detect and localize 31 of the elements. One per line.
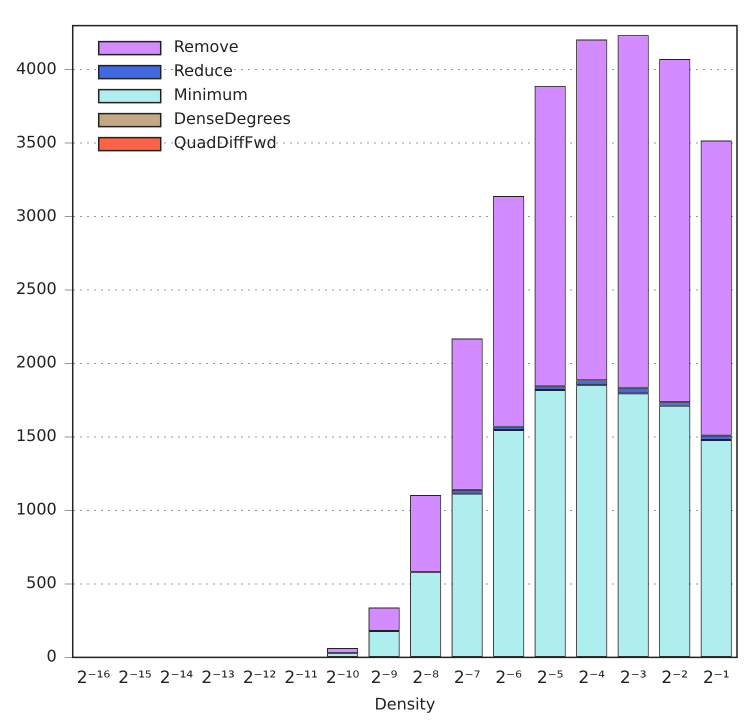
legend-label: Remove xyxy=(174,36,239,56)
x-tick-label: 2⁻² xyxy=(661,668,688,688)
y-tick-label: 500 xyxy=(26,573,57,592)
x-tick-label: 2⁻¹⁰ xyxy=(326,668,360,688)
x-tick-label: 2⁻⁸ xyxy=(412,668,440,688)
x-tick-label: 2⁻³ xyxy=(620,668,647,688)
legend-label: Minimum xyxy=(174,84,248,104)
x-tick-label: 2⁻¹⁶ xyxy=(76,668,110,688)
x-tick-label: 2⁻⁵ xyxy=(536,668,564,688)
x-tick-label: 2⁻¹⁴ xyxy=(160,668,194,688)
legend-label: Reduce xyxy=(174,60,233,80)
y-tick-label: 1500 xyxy=(16,426,57,446)
x-tick-label: 2⁻¹ xyxy=(702,668,730,688)
y-tick-label: 4000 xyxy=(16,58,57,78)
y-tick-label: 2500 xyxy=(16,279,57,298)
y-tick-label: 0 xyxy=(46,646,57,666)
x-tick-label: 2⁻¹³ xyxy=(201,668,235,688)
x-tick-label: 2⁻⁶ xyxy=(495,668,522,688)
y-tick-label: 2000 xyxy=(16,352,57,372)
x-tick-label: 2⁻¹² xyxy=(242,668,276,688)
x-tick-label: 2⁻¹⁵ xyxy=(118,668,152,688)
y-tick-label: 1000 xyxy=(16,500,57,519)
x-tick-label: 2⁻⁴ xyxy=(578,668,606,688)
y-tick-label: 3000 xyxy=(16,206,57,225)
legend-label: DenseDegrees xyxy=(174,108,291,128)
y-tick-label: 3500 xyxy=(16,132,57,152)
x-tick-label: 2⁻⁷ xyxy=(454,668,481,688)
legend-label: QuadDiffFwd xyxy=(174,132,277,152)
x-tick-label: 2⁻⁹ xyxy=(370,668,398,688)
x-axis-title: Density xyxy=(374,694,436,714)
x-tick-label: 2⁻¹¹ xyxy=(284,668,318,688)
